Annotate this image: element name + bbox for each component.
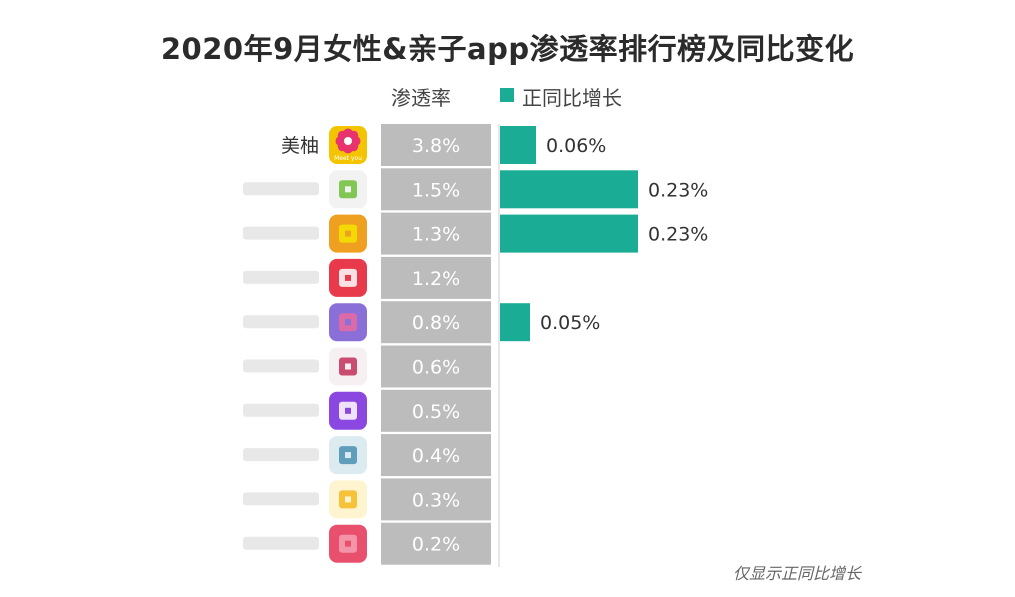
- growth-value-label: 0.23%: [648, 179, 708, 201]
- penetration-label: 0.2%: [412, 534, 460, 556]
- blurred-name: [243, 403, 319, 417]
- blurred-name: [243, 359, 319, 373]
- penetration-cell: [381, 256, 491, 299]
- legend-penetration-label: 渗透率: [391, 86, 451, 110]
- growth-bar: [500, 126, 536, 164]
- growth-value-label: 0.23%: [648, 224, 708, 246]
- svg-text:Meet you: Meet you: [334, 155, 362, 162]
- penetration-cell: [381, 212, 491, 255]
- penetration-cell: [381, 345, 491, 388]
- growth-bar: [500, 303, 530, 342]
- growth-bar: [500, 170, 638, 209]
- blurred-name: [243, 492, 319, 506]
- penetration-cell: [381, 434, 491, 477]
- blurred-name: [243, 315, 319, 329]
- penetration-cell: [381, 478, 491, 521]
- blurred-name: [243, 270, 319, 284]
- app-icon: [329, 170, 367, 209]
- penetration-label: 1.5%: [412, 179, 460, 201]
- legend-growth-swatch: [500, 88, 514, 102]
- app-icon: [329, 347, 367, 386]
- flower-icon: Meet you: [329, 126, 367, 164]
- app-icon: [329, 524, 367, 563]
- app-icon: [329, 258, 367, 297]
- growth-value-label: 0.06%: [546, 135, 606, 157]
- growth-bar: [500, 214, 638, 253]
- penetration-label: 1.2%: [412, 268, 460, 290]
- category-label: 美柚: [281, 135, 319, 157]
- penetration-label: 0.3%: [412, 489, 460, 511]
- penetration-label: 3.8%: [412, 135, 460, 157]
- chart-footnote: 仅显示正同比增长: [733, 564, 862, 583]
- app-icon: [329, 436, 367, 475]
- legend-growth-label: 正同比增长: [522, 86, 622, 110]
- app-icon: [329, 303, 367, 342]
- penetration-label: 1.3%: [412, 224, 460, 246]
- app-icon: [329, 391, 367, 430]
- penetration-cell: [381, 301, 491, 344]
- growth-value-label: 0.05%: [540, 312, 600, 334]
- app-icon: [329, 214, 367, 253]
- blurred-name: [243, 226, 319, 240]
- chart-legend: 渗透率 正同比增长: [0, 82, 1015, 112]
- blurred-name: [243, 182, 319, 196]
- penetration-cell: [381, 168, 491, 211]
- blurred-name: [243, 536, 319, 550]
- penetration-label: 0.5%: [412, 401, 460, 423]
- penetration-label: 0.8%: [412, 312, 460, 334]
- chart-title: 2020年9月女性&亲子app渗透率排行榜及同比变化: [160, 32, 855, 66]
- penetration-cell: [381, 522, 491, 565]
- penetration-cell: [381, 389, 491, 432]
- penetration-label: 0.6%: [412, 357, 460, 379]
- app-icon: [329, 480, 367, 519]
- blurred-name: [243, 448, 319, 462]
- penetration-cell: [381, 124, 491, 166]
- penetration-label: 0.4%: [412, 445, 460, 467]
